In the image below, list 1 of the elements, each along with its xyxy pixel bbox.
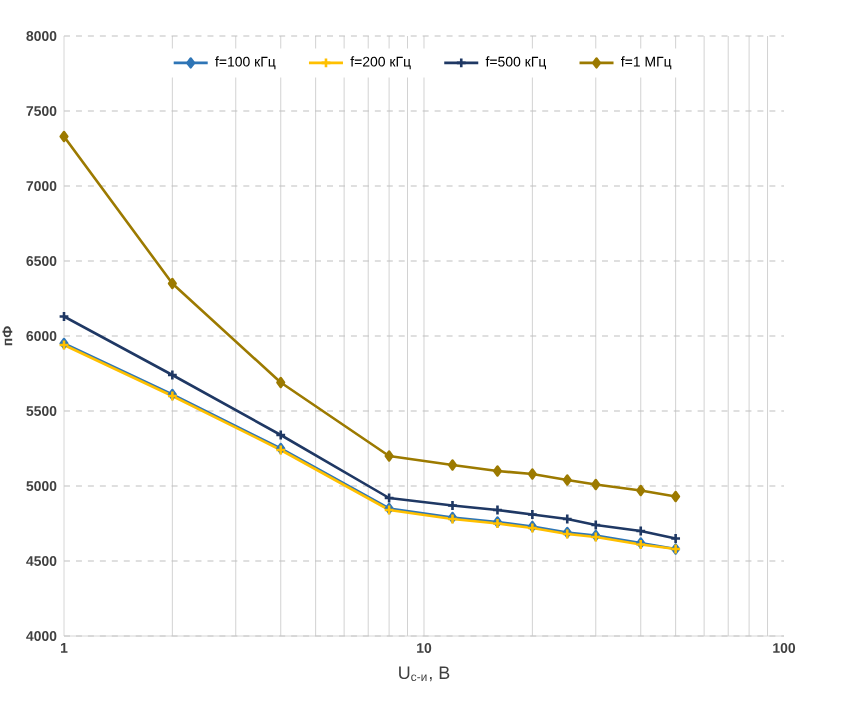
x-axis-title: U$_{с-и}$, В (399, 666, 450, 682)
